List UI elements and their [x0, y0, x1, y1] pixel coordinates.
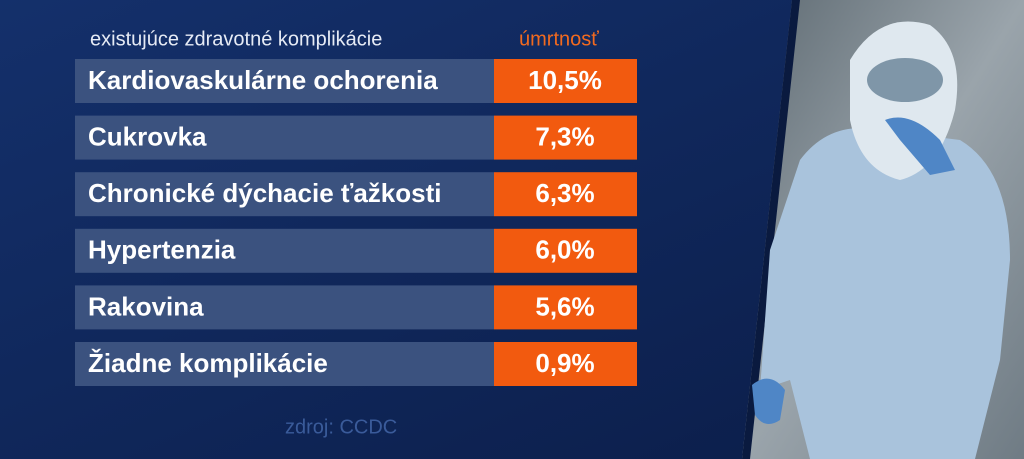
- row-label: Rakovina: [88, 291, 204, 321]
- row-value: 7,3%: [535, 121, 594, 151]
- row-label-box: [75, 342, 494, 386]
- row-value: 5,6%: [535, 291, 594, 321]
- row-value: 10,5%: [528, 65, 602, 95]
- row-value-box: [494, 285, 637, 330]
- row-label-box: [75, 228, 494, 273]
- row-label-box: [75, 59, 494, 103]
- row-label: Žiadne komplikácie: [88, 348, 328, 378]
- row-value-box: [494, 59, 637, 103]
- row-value-box: [494, 172, 637, 217]
- row-label: Chronické dýchacie ťažkosti: [88, 178, 441, 208]
- row-value-box: [494, 228, 637, 273]
- row-label-box: [75, 172, 494, 217]
- row-value: 6,0%: [535, 235, 594, 265]
- column-header: úmrtnosť: [519, 28, 599, 50]
- row-label: Cukrovka: [88, 121, 207, 151]
- row-value: 0,9%: [535, 348, 594, 378]
- row-label: Hypertenzia: [88, 235, 236, 265]
- row-value-box: [494, 342, 637, 386]
- row-value: 6,3%: [535, 178, 594, 208]
- row-label: Kardiovaskulárne ochorenia: [88, 65, 438, 95]
- photo: [742, 0, 1024, 459]
- row-label-box: [75, 285, 494, 330]
- row-value-box: [494, 115, 637, 160]
- column-header: existujúce zdravotné komplikácie: [90, 28, 382, 50]
- row-label-box: [75, 115, 494, 160]
- source: zdroj: CCDC: [285, 416, 397, 438]
- table: Kardiovaskulárne ochorenia 10,5% Cukrovka 7…: [75, 59, 637, 386]
